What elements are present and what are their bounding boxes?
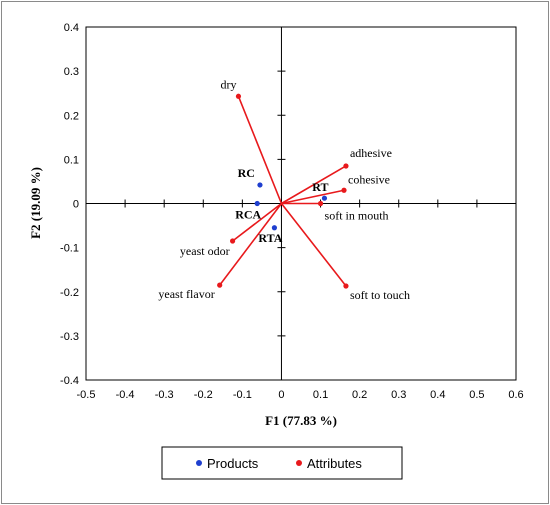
attribute-label: adhesive [350,146,392,160]
y-tick-label: 0.3 [64,66,79,78]
attribute-vector [280,203,347,287]
x-tick-label: -0.2 [194,389,213,401]
y-tick-label: -0.4 [60,375,79,387]
product-point [271,225,278,231]
y-tick-label: 0.4 [64,22,79,34]
attribute-point [343,163,349,169]
x-tick-label: 0.6 [508,389,523,401]
x-tick-label: 0.1 [313,389,328,401]
product-label: RC [238,166,255,180]
attribute-vector [281,189,345,205]
x-tick-label: 0.2 [352,389,367,401]
label-layer: RC RCA RTA RT dry adhesive cohesive soft in mou… [158,77,410,302]
x-tick-label: -0.4 [116,389,135,401]
legend-attributes-marker [296,460,302,466]
y-tick-label: -0.2 [60,287,79,299]
attribute-label: dry [220,77,236,91]
y-tick-label: 0.1 [64,154,79,166]
attribute-vector [237,95,283,204]
point-layer [217,93,349,289]
attribute-vector [219,203,283,286]
x-tick-label: -0.3 [155,389,174,401]
product-point [257,182,263,188]
tick-layer: -0.5 -0.4 -0.3 -0.2 -0.1 0 0.1 0.2 0.3 0.4 0.5 0.6 0… [60,22,524,401]
y-tick-label: 0 [73,199,79,211]
legend: Products Attributes [161,446,403,480]
attribute-point [217,282,223,288]
y-tick-label: 0.2 [64,110,79,122]
legend-products-marker [196,460,202,466]
attribute-point [317,200,324,207]
attribute-point [229,238,236,244]
x-tick-label: 0.3 [391,389,406,401]
x-tick-label: -0.1 [233,389,252,401]
attribute-vector [281,165,347,205]
attribute-point [341,187,347,193]
product-label: RTA [258,231,282,245]
y-tick-label: -0.3 [60,331,79,343]
x-axis-title: F1 (77.83 %) [265,413,337,428]
attribute-label: soft in mouth [325,209,389,223]
legend-attributes-label: Attributes [307,456,362,471]
product-label: RCA [235,208,261,222]
x-tick-label: 0.4 [430,389,445,401]
x-tick-label: 0.5 [469,389,484,401]
legend-products-label: Products [207,456,259,471]
product-point [254,200,260,207]
attribute-label: yeast odor [180,244,230,258]
x-tick-label: -0.5 [77,389,96,401]
attribute-label: yeast flavor [158,287,214,301]
attribute-label: soft to touch [350,288,410,302]
vector-layer [219,95,347,287]
attribute-vector [232,202,282,242]
attribute-point [343,283,349,289]
x-tick-label: 0 [278,389,284,401]
attribute-label: cohesive [348,172,390,186]
product-point [321,195,328,201]
product-label: RT [312,180,328,194]
y-axis-title: F2 (19.09 %) [28,167,43,239]
y-tick-label: -0.1 [60,243,79,255]
attribute-point [235,93,242,99]
